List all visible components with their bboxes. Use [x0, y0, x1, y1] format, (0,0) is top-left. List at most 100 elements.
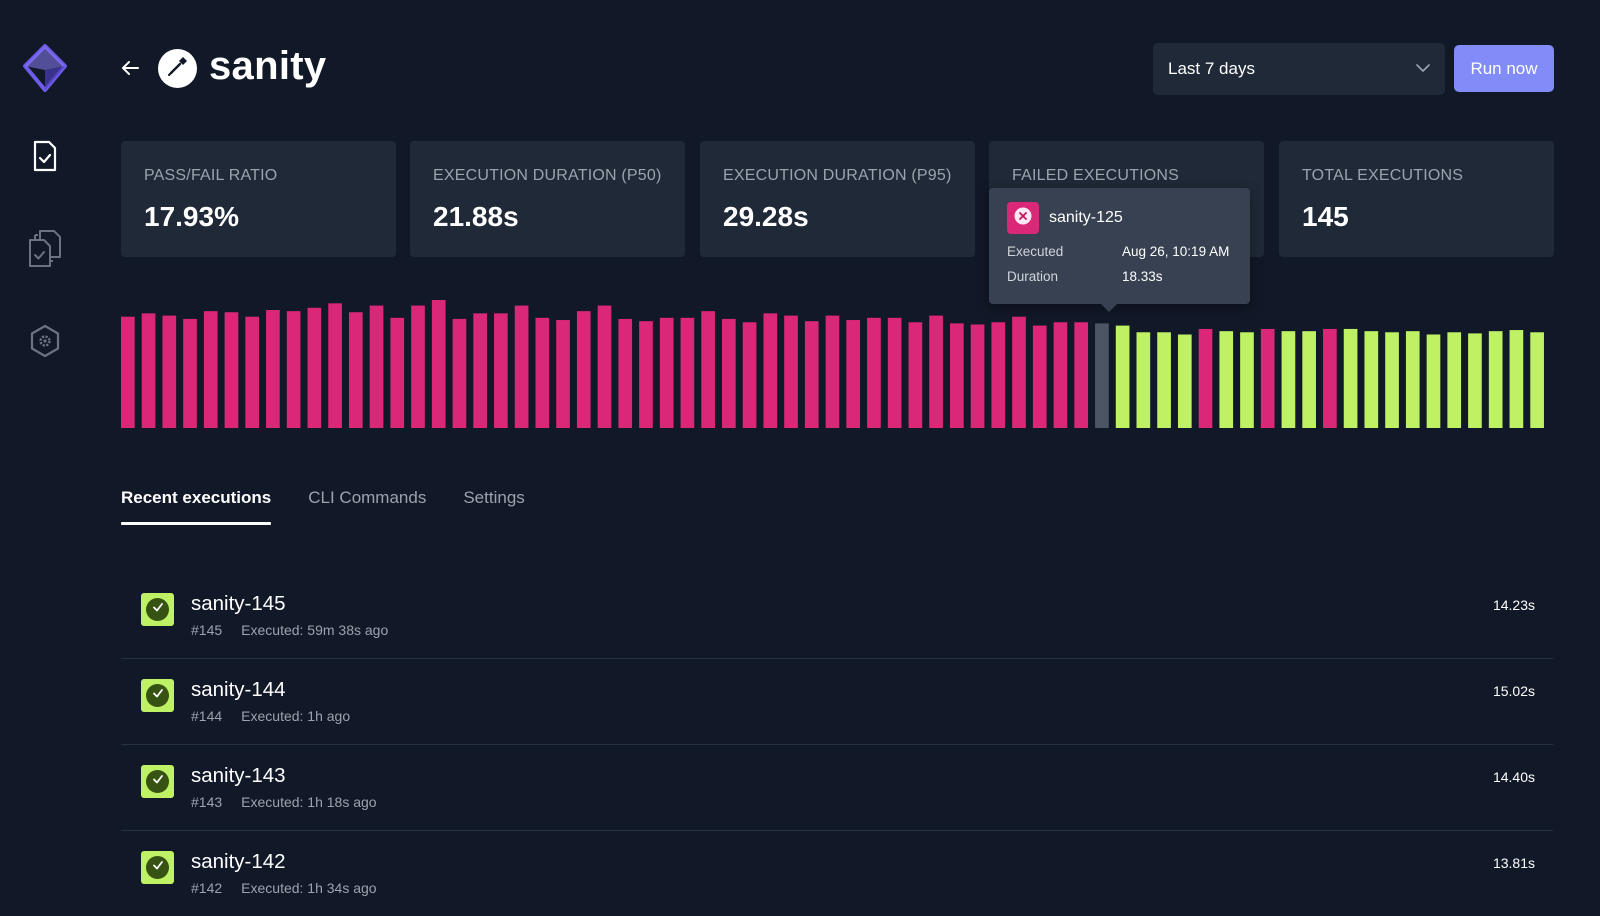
chart-bar[interactable] [846, 320, 861, 428]
chart-bar[interactable] [307, 307, 322, 428]
execution-row[interactable]: sanity-144 #144 Executed: 1h ago 15.02s [121, 659, 1553, 745]
chart-bar[interactable] [390, 317, 405, 428]
chart-bar[interactable] [1343, 328, 1358, 428]
metric-value: 29.28s [723, 201, 809, 232]
chart-bar[interactable] [1488, 331, 1503, 428]
chart-bar[interactable] [1426, 334, 1441, 429]
files-check-icon [28, 229, 62, 272]
chart-bar[interactable] [1405, 331, 1420, 428]
chart-bar[interactable] [970, 324, 985, 428]
chart-bar[interactable] [121, 316, 135, 428]
chevron-down-icon [1416, 60, 1430, 78]
chart-bar[interactable] [908, 322, 923, 428]
chart-bar[interactable] [224, 312, 239, 428]
chart-bar[interactable] [348, 312, 363, 428]
execution-time: Executed: 59m 38s ago [241, 622, 389, 638]
chart-bar[interactable] [576, 311, 591, 428]
cube-logo-icon[interactable] [23, 44, 67, 94]
chart-bar[interactable] [494, 313, 508, 428]
chart-bar[interactable] [680, 317, 695, 428]
chart-bar[interactable] [1509, 330, 1524, 428]
metric-label: EXECUTION DURATION (P50) [433, 167, 662, 184]
chart-bar[interactable] [286, 311, 301, 428]
chart-bar[interactable] [431, 300, 446, 428]
chart-bar[interactable] [328, 303, 342, 428]
chart-bar[interactable] [763, 313, 778, 428]
chart-bar[interactable] [1240, 332, 1254, 428]
chart-bar[interactable] [1323, 328, 1337, 428]
chart-bar[interactable] [887, 317, 902, 428]
execution-duration-chart [121, 300, 1544, 429]
chart-bar[interactable] [1095, 323, 1109, 428]
metric-label: TOTAL EXECUTIONS [1302, 167, 1464, 184]
sidebar [0, 0, 92, 916]
chart-bar[interactable] [597, 305, 612, 428]
metric-label: EXECUTION DURATION (P95) [723, 167, 952, 184]
time-range-select[interactable]: Last 7 days [1153, 43, 1445, 95]
chart-bar[interactable] [825, 315, 840, 428]
chart-bar[interactable] [183, 318, 197, 428]
sidebar-item-test-suites[interactable] [26, 229, 64, 271]
chart-bar[interactable] [1177, 334, 1192, 429]
chart-bar[interactable] [452, 318, 467, 428]
chart-bar[interactable] [1530, 332, 1544, 428]
chart-bar[interactable] [867, 317, 881, 428]
chart-bar[interactable] [701, 311, 715, 428]
chart-bar[interactable] [1136, 332, 1151, 428]
tooltip-execution-name: sanity-125 [1049, 209, 1123, 226]
execution-row[interactable]: sanity-142 #142 Executed: 1h 34s ago 13.8… [121, 831, 1553, 916]
check-icon [151, 858, 165, 877]
chart-bar[interactable] [1157, 332, 1171, 428]
chart-bar[interactable] [991, 322, 1006, 428]
chart-bar[interactable] [1053, 322, 1068, 428]
tab-settings[interactable]: Settings [463, 488, 525, 507]
chart-bar[interactable] [804, 321, 819, 428]
tab-recent-executions[interactable]: Recent executions [121, 488, 272, 525]
chart-bar[interactable] [1198, 328, 1213, 428]
passed-status-badge [141, 679, 174, 712]
execution-row[interactable]: sanity-145 #145 Executed: 59m 38s ago 14.… [121, 573, 1553, 659]
chart-bar[interactable] [639, 321, 653, 428]
chart-bar[interactable] [473, 313, 487, 428]
chart-bar[interactable] [1219, 331, 1234, 428]
execution-time: Executed: 1h 34s ago [241, 880, 377, 896]
chart-bar[interactable] [162, 315, 177, 428]
chart-bar[interactable] [1302, 331, 1316, 428]
chart-bar[interactable] [1385, 332, 1399, 428]
back-button[interactable] [118, 56, 142, 80]
chart-bar[interactable] [514, 305, 529, 428]
tab-cli-commands[interactable]: CLI Commands [308, 488, 427, 507]
chart-bar[interactable] [659, 317, 674, 428]
chart-bar[interactable] [556, 320, 570, 428]
chart-bar[interactable] [535, 317, 550, 428]
sidebar-item-settings[interactable] [26, 322, 64, 364]
run-now-button[interactable]: Run now [1454, 45, 1554, 92]
metric-duration-p50: EXECUTION DURATION (P50) 21.88s [410, 141, 685, 257]
metric-value: 21.88s [433, 201, 519, 232]
chart-bar[interactable] [1260, 328, 1275, 428]
chart-bar[interactable] [245, 316, 260, 428]
chart-bar[interactable] [141, 313, 156, 428]
chart-bar[interactable] [203, 311, 218, 428]
chart-bar[interactable] [929, 315, 943, 428]
chart-bar[interactable] [411, 305, 425, 428]
chart-bar[interactable] [1281, 331, 1296, 428]
execution-row[interactable]: sanity-143 #143 Executed: 1h 18s ago 14.4… [121, 745, 1553, 831]
chart-bar[interactable] [618, 318, 633, 428]
chart-bar[interactable] [722, 318, 736, 428]
chart-bar[interactable] [1012, 316, 1026, 428]
chart-bar[interactable] [1468, 333, 1482, 428]
chart-bar[interactable] [1447, 332, 1462, 428]
chart-bar[interactable] [742, 322, 757, 428]
chart-bar[interactable] [1074, 322, 1089, 428]
chart-bar[interactable] [784, 315, 798, 428]
chart-bar[interactable] [1032, 325, 1047, 428]
chart-bar[interactable] [949, 323, 964, 428]
chart-bar[interactable] [1364, 331, 1379, 428]
chart-bar[interactable] [1115, 325, 1130, 428]
sidebar-item-tests[interactable] [26, 137, 64, 179]
chart-bar[interactable] [369, 305, 384, 428]
chart-bar[interactable] [266, 310, 280, 428]
metric-pass-fail-ratio: PASS/FAIL RATIO 17.93% [121, 141, 396, 257]
x-circle-icon [1013, 206, 1033, 231]
